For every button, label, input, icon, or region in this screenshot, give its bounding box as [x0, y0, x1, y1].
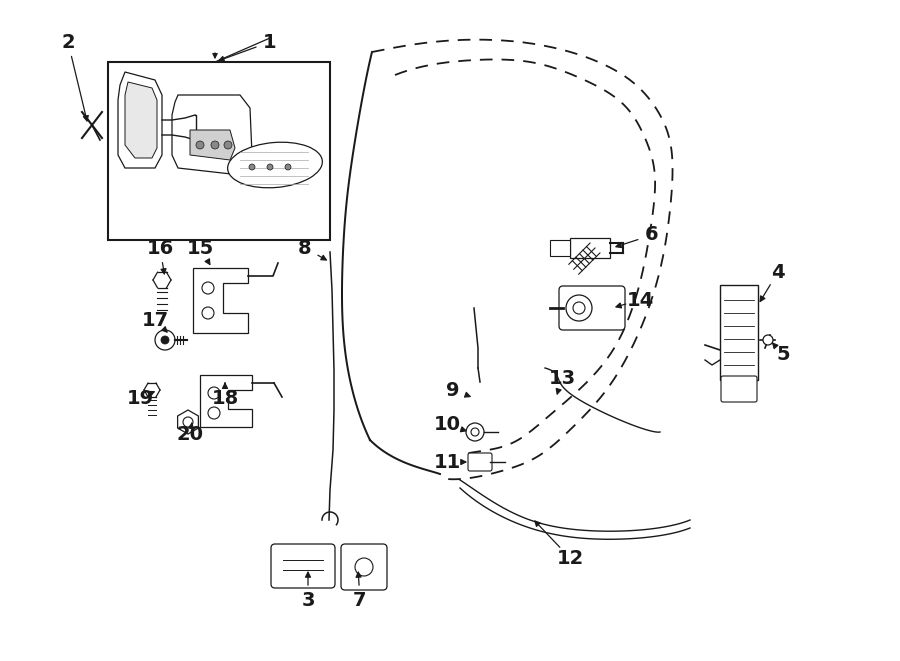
Circle shape: [466, 423, 484, 441]
FancyBboxPatch shape: [559, 286, 625, 330]
Text: 5: 5: [776, 346, 790, 364]
Polygon shape: [193, 268, 248, 333]
Circle shape: [155, 330, 175, 350]
Text: 15: 15: [186, 239, 213, 258]
Circle shape: [224, 141, 232, 149]
Text: 2: 2: [61, 32, 75, 52]
FancyBboxPatch shape: [271, 544, 335, 588]
Circle shape: [161, 336, 169, 344]
Circle shape: [267, 164, 273, 170]
Text: 1: 1: [263, 32, 277, 52]
Polygon shape: [172, 95, 252, 175]
Text: 11: 11: [434, 453, 461, 471]
Text: 20: 20: [176, 426, 203, 444]
Text: 9: 9: [446, 381, 460, 399]
Bar: [550, 240, 570, 256]
Polygon shape: [190, 130, 235, 160]
Text: 16: 16: [147, 239, 174, 258]
Circle shape: [763, 335, 773, 345]
Bar: [720, 285, 758, 380]
Text: 6: 6: [645, 225, 659, 245]
Polygon shape: [118, 72, 162, 168]
Text: 17: 17: [141, 311, 168, 329]
Circle shape: [211, 141, 219, 149]
FancyBboxPatch shape: [721, 376, 757, 402]
Text: 12: 12: [556, 549, 583, 568]
FancyBboxPatch shape: [468, 453, 492, 471]
Circle shape: [285, 164, 291, 170]
Text: 14: 14: [626, 290, 653, 309]
Text: 4: 4: [771, 262, 785, 282]
Circle shape: [249, 164, 255, 170]
FancyBboxPatch shape: [341, 544, 387, 590]
Text: 18: 18: [212, 389, 239, 407]
Polygon shape: [125, 82, 157, 158]
Circle shape: [196, 141, 204, 149]
Text: 7: 7: [353, 590, 367, 609]
Bar: [570, 238, 610, 258]
Polygon shape: [200, 375, 252, 427]
Text: 10: 10: [434, 416, 461, 434]
Ellipse shape: [228, 142, 322, 188]
Text: 13: 13: [548, 368, 576, 387]
Text: 19: 19: [126, 389, 154, 407]
Text: 8: 8: [298, 239, 311, 258]
Text: 3: 3: [302, 590, 315, 609]
Bar: [108, 62, 330, 240]
